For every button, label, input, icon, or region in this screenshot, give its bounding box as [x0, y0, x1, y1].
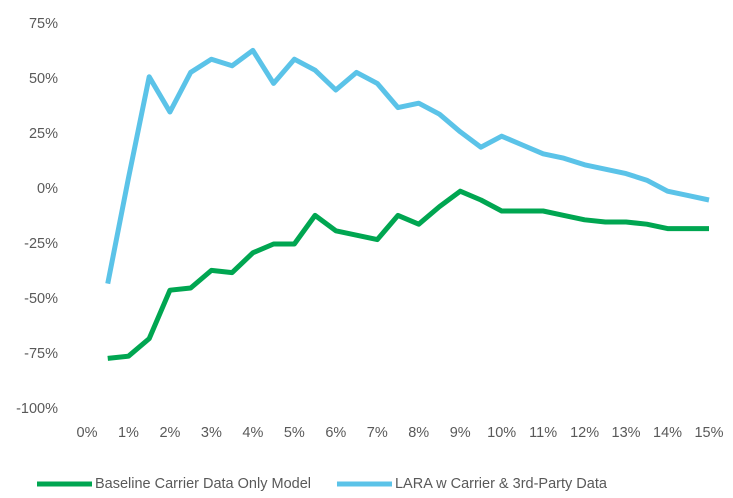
x-tick-label: 12% — [570, 425, 599, 441]
y-tick-label: -25% — [24, 236, 58, 252]
y-tick-label: -50% — [24, 291, 58, 307]
y-tick-label: 50% — [29, 71, 58, 87]
y-tick-label: 0% — [37, 181, 58, 197]
x-tick-label: 8% — [408, 425, 429, 441]
x-tick-label: 4% — [242, 425, 263, 441]
series-line — [107, 188, 709, 361]
y-tick-label: 25% — [29, 126, 58, 142]
y-tick-label: -100% — [16, 401, 58, 417]
x-tick-label: 1% — [118, 425, 139, 441]
x-tick-label: 10% — [487, 425, 516, 441]
x-tick-label: 3% — [201, 425, 222, 441]
x-tick-label: 6% — [325, 425, 346, 441]
x-tick-label: 2% — [159, 425, 180, 441]
series-line — [105, 47, 710, 285]
y-tick-label: 75% — [29, 16, 58, 32]
x-tick-label: 7% — [367, 425, 388, 441]
x-tick-label: 15% — [694, 425, 723, 441]
x-tick-label: 14% — [653, 425, 682, 441]
x-tick-label: 13% — [612, 425, 641, 441]
x-tick-label: 9% — [450, 425, 471, 441]
legend-label: Baseline Carrier Data Only Model — [95, 476, 311, 492]
y-tick-label: -75% — [24, 346, 58, 362]
x-tick-label: 11% — [529, 425, 557, 441]
legend-label: LARA w Carrier & 3rd-Party Data — [395, 476, 608, 492]
x-tick-label: 5% — [284, 425, 305, 441]
x-tick-label: 0% — [77, 425, 98, 441]
